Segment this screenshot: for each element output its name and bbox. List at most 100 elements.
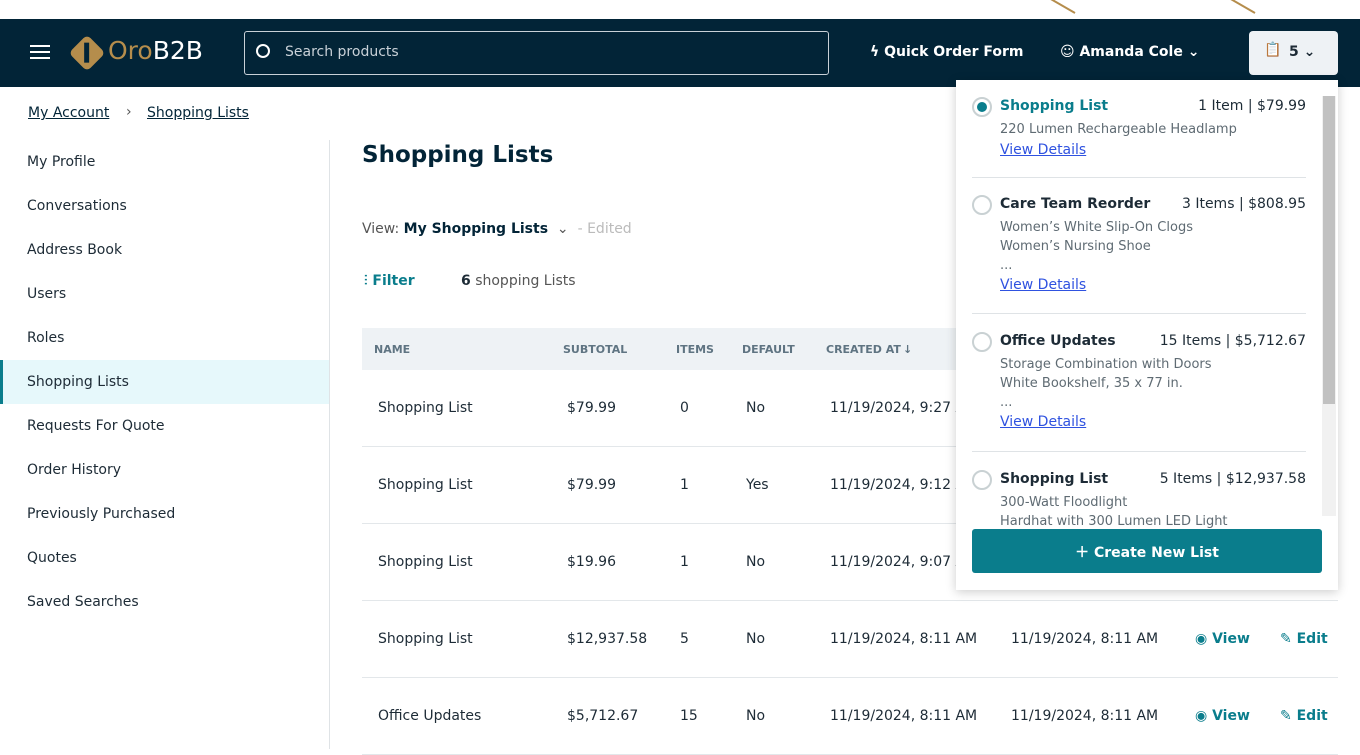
table-cell: No — [746, 554, 766, 570]
table-cell: 11/19/2024, 8:11 AM — [1011, 708, 1159, 724]
view-button[interactable]: ◉ View — [1195, 708, 1250, 724]
product-line: White Bookshelf, 35 x 77 in. — [1000, 376, 1183, 391]
divider — [972, 451, 1306, 452]
table-cell: $79.99 — [567, 477, 616, 493]
pencil-icon: ✎ — [1280, 708, 1297, 724]
table-cell: Shopping List — [378, 400, 473, 416]
table-cell: 5 — [680, 631, 689, 647]
view-button[interactable]: ◉ View — [1195, 631, 1250, 647]
pencil-icon: ✎ — [1280, 631, 1297, 647]
annotation-arrow — [1013, 0, 1076, 14]
divider — [972, 177, 1306, 178]
table-cell: $19.96 — [567, 554, 616, 570]
filter-button[interactable]: ⫶ Filter — [364, 273, 415, 289]
table-cell: 11/19/2024, 9:12 AM — [830, 477, 978, 493]
column-header[interactable]: SUBTOTAL — [563, 343, 628, 356]
annotation-arrow — [1193, 0, 1256, 14]
list-name: Shopping List — [1000, 98, 1109, 114]
chevron-down-icon: ⌄ — [1298, 44, 1316, 60]
row-divider — [362, 523, 1338, 524]
sidebar-item[interactable]: My Profile — [27, 154, 96, 170]
quick-order-link[interactable]: ϟ Quick Order Form — [870, 44, 1023, 60]
list-meta: 1 Item | $79.99 — [1198, 98, 1306, 114]
table-cell: $79.99 — [567, 400, 616, 416]
breadcrumb-shopping-lists[interactable]: Shopping Lists — [147, 105, 249, 121]
sidebar-item[interactable]: Order History — [27, 462, 122, 478]
sidebar-active-bg — [0, 360, 329, 404]
list-name: Care Team Reorder — [1000, 196, 1151, 212]
list-meta: 3 Items | $808.95 — [1181, 196, 1306, 212]
product-line: Storage Combination with Doors — [1000, 357, 1212, 372]
sidebar-item[interactable]: Conversations — [27, 198, 127, 214]
table-cell: 11/19/2024, 8:11 AM — [830, 708, 978, 724]
chevron-down-icon: ⌄ — [1182, 44, 1200, 60]
create-new-list-button[interactable]: ＋ Create New List — [972, 529, 1322, 573]
sidebar-item[interactable]: Previously Purchased — [27, 506, 176, 522]
view-selector[interactable]: View: My Shopping Lists ⌄ - Edited — [362, 221, 632, 237]
view-value: My Shopping Lists — [403, 221, 549, 237]
radio-button[interactable] — [972, 195, 992, 215]
page-title: Shopping Lists — [362, 142, 554, 168]
column-header[interactable]: CREATED AT — [826, 343, 901, 356]
edited-label: - Edited — [577, 221, 632, 237]
edit-button[interactable]: ✎ Edit — [1280, 708, 1328, 724]
sort-down-icon: ↓ — [903, 343, 913, 356]
user-menu[interactable]: ☺ Amanda Cole ⌄ — [1060, 44, 1199, 60]
sidebar-item[interactable]: Requests For Quote — [27, 418, 165, 434]
list-count-text: 6 shopping Lists — [461, 273, 576, 289]
plus-icon: ＋ — [1075, 545, 1094, 561]
eye-icon: ◉ — [1195, 631, 1213, 647]
column-header[interactable]: DEFAULT — [742, 343, 795, 356]
search-icon — [256, 44, 270, 58]
scrollbar-thumb[interactable] — [1323, 96, 1335, 404]
table-cell: Shopping List — [378, 554, 473, 570]
column-header[interactable]: ITEMS — [676, 343, 714, 356]
table-cell: No — [746, 400, 766, 416]
product-line: ... — [1000, 395, 1013, 410]
sidebar-item[interactable]: Users — [27, 286, 67, 302]
view-label: View: — [362, 221, 400, 237]
view-details-link[interactable]: View Details — [1000, 414, 1087, 430]
sidebar-item[interactable]: Shopping Lists — [27, 374, 129, 390]
table-cell: 11/19/2024, 8:11 AM — [830, 631, 978, 647]
sidebar-item[interactable]: Roles — [27, 330, 65, 346]
list-name: Shopping List — [1000, 471, 1109, 487]
sidebar-item[interactable]: Quotes — [27, 550, 77, 566]
eye-icon: ◉ — [1195, 708, 1213, 724]
quick-order-label: Quick Order Form — [884, 44, 1024, 60]
table-cell: 15 — [680, 708, 698, 724]
product-line: Hardhat with 300 Lumen LED Light — [1000, 514, 1228, 529]
edit-button[interactable]: ✎ Edit — [1280, 631, 1328, 647]
sidebar-item[interactable]: Saved Searches — [27, 594, 139, 610]
chevron-down-icon: ⌄ — [552, 221, 578, 237]
table-cell: No — [746, 708, 766, 724]
header — [0, 19, 1360, 87]
radio-button[interactable] — [972, 97, 992, 117]
shopping-list-button[interactable]: 📋 5 ⌄ — [1249, 31, 1338, 75]
logo[interactable]: OroB2B — [108, 36, 203, 65]
menu-icon[interactable] — [30, 45, 50, 59]
list-meta: 15 Items | $5,712.67 — [1159, 333, 1306, 349]
search-input[interactable]: Search products — [244, 31, 829, 75]
table-cell: 1 — [680, 477, 689, 493]
table-cell: 11/19/2024, 8:11 AM — [1011, 631, 1159, 647]
divider — [972, 313, 1306, 314]
view-details-link[interactable]: View Details — [1000, 142, 1087, 158]
product-line: ... — [1000, 258, 1013, 273]
list-count: 5 — [1289, 44, 1299, 60]
divider — [329, 140, 330, 749]
clipboard-icon: 📋 — [1264, 42, 1282, 58]
filter-icon: ⫶ — [364, 273, 373, 289]
radio-button[interactable] — [972, 470, 992, 490]
table-cell: Yes — [746, 477, 769, 493]
column-header[interactable]: NAME — [374, 343, 411, 356]
breadcrumb-my-account[interactable]: My Account — [28, 105, 110, 121]
lightning-icon: ϟ — [870, 44, 885, 60]
table-cell: 11/19/2024, 9:27 AM — [830, 400, 978, 416]
view-details-link[interactable]: View Details — [1000, 277, 1087, 293]
radio-button[interactable] — [972, 332, 992, 352]
user-name: Amanda Cole — [1079, 44, 1183, 60]
sidebar-item[interactable]: Address Book — [27, 242, 123, 258]
breadcrumb-separator: › — [126, 104, 132, 120]
product-line: Women’s White Slip-On Clogs — [1000, 220, 1193, 235]
